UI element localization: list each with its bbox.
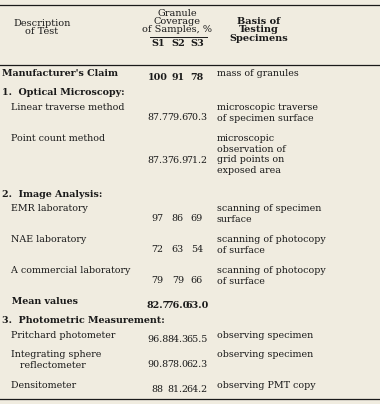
Text: 100: 100 xyxy=(148,73,168,82)
Text: 70.3: 70.3 xyxy=(186,113,207,122)
Text: mass of granules: mass of granules xyxy=(217,69,298,78)
Text: 86: 86 xyxy=(172,214,184,223)
Text: 91: 91 xyxy=(171,73,184,82)
Text: microscopic traverse
of specimen surface: microscopic traverse of specimen surface xyxy=(217,103,318,123)
Text: Basis of: Basis of xyxy=(237,17,280,26)
Text: S3: S3 xyxy=(190,39,204,48)
Text: 79.6: 79.6 xyxy=(167,113,188,122)
Text: 87.3: 87.3 xyxy=(147,156,168,165)
Text: 97: 97 xyxy=(152,214,164,223)
Text: Coverage: Coverage xyxy=(154,17,201,26)
Text: 54: 54 xyxy=(191,245,203,254)
Text: 69: 69 xyxy=(191,214,203,223)
Text: of Test: of Test xyxy=(25,27,59,36)
Text: 79: 79 xyxy=(172,276,184,285)
Text: 78: 78 xyxy=(190,73,203,82)
Text: scanning of specimen
surface: scanning of specimen surface xyxy=(217,204,321,224)
Text: observing specimen: observing specimen xyxy=(217,350,313,359)
Text: 65.5: 65.5 xyxy=(186,335,207,344)
Text: 90.8: 90.8 xyxy=(147,360,168,369)
Text: Densitometer: Densitometer xyxy=(2,381,76,390)
Text: Granule: Granule xyxy=(158,9,197,18)
Text: 76.9: 76.9 xyxy=(167,156,188,165)
Text: 79: 79 xyxy=(152,276,164,285)
Text: 62.3: 62.3 xyxy=(186,360,207,369)
Text: microscopic
observation of
grid points on
exposed area: microscopic observation of grid points o… xyxy=(217,134,285,175)
Text: 82.7: 82.7 xyxy=(146,301,169,310)
Text: Mean values: Mean values xyxy=(2,297,78,306)
Text: NAE laboratory: NAE laboratory xyxy=(2,235,86,244)
Text: 72: 72 xyxy=(152,245,164,254)
Text: 87.7: 87.7 xyxy=(147,113,168,122)
Text: observing PMT copy: observing PMT copy xyxy=(217,381,315,390)
Text: A commercial laboratory: A commercial laboratory xyxy=(2,266,130,275)
Text: 1.  Optical Microscopy:: 1. Optical Microscopy: xyxy=(2,88,125,97)
Text: 78.0: 78.0 xyxy=(167,360,188,369)
Text: 2.  Image Analysis:: 2. Image Analysis: xyxy=(2,190,102,199)
Text: 96.8: 96.8 xyxy=(147,335,168,344)
Text: S1: S1 xyxy=(151,39,165,48)
Text: Integrating sphere
      reflectometer: Integrating sphere reflectometer xyxy=(2,350,101,370)
Text: 88: 88 xyxy=(152,385,164,394)
Text: 63.0: 63.0 xyxy=(185,301,209,310)
Text: scanning of photocopy
of surface: scanning of photocopy of surface xyxy=(217,266,325,286)
Text: Manufacturer's Claim: Manufacturer's Claim xyxy=(2,69,118,78)
Text: 66: 66 xyxy=(191,276,203,285)
Text: Testing: Testing xyxy=(239,25,278,34)
Text: 76.0: 76.0 xyxy=(166,301,190,310)
Text: 63: 63 xyxy=(172,245,184,254)
Text: observing specimen: observing specimen xyxy=(217,331,313,340)
Text: of Samples, %: of Samples, % xyxy=(142,25,212,34)
Text: EMR laboratory: EMR laboratory xyxy=(2,204,88,213)
Text: 3.  Photometric Measurement:: 3. Photometric Measurement: xyxy=(2,316,165,325)
Text: 84.3: 84.3 xyxy=(167,335,188,344)
Text: 64.2: 64.2 xyxy=(186,385,207,394)
Text: Specimens: Specimens xyxy=(229,34,288,42)
Text: 71.2: 71.2 xyxy=(186,156,207,165)
Text: Pritchard photometer: Pritchard photometer xyxy=(2,331,115,340)
Text: Point count method: Point count method xyxy=(2,134,105,143)
Text: Linear traverse method: Linear traverse method xyxy=(2,103,124,112)
Text: Description: Description xyxy=(13,19,70,28)
Text: scanning of photocopy
of surface: scanning of photocopy of surface xyxy=(217,235,325,255)
Text: S2: S2 xyxy=(171,39,185,48)
Text: 81.2: 81.2 xyxy=(167,385,188,394)
